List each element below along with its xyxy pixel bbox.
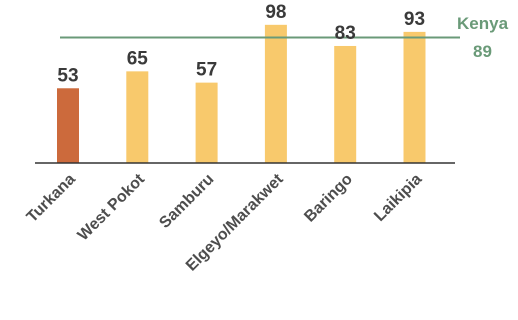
bar-baringo — [334, 45, 357, 163]
value-label: 57 — [196, 60, 217, 81]
value-label: 83 — [335, 23, 356, 44]
category-label: West Pokot — [75, 170, 149, 244]
category-label: Laikipia — [371, 171, 425, 225]
value-label: 98 — [265, 2, 286, 23]
bars-group — [57, 24, 426, 164]
value-label: 53 — [57, 65, 78, 86]
bar-turkana — [57, 88, 79, 163]
bar-elgeyo-marakwet — [264, 24, 287, 163]
category-label: Turkana — [24, 171, 79, 226]
value-label: 93 — [404, 9, 425, 30]
bar-west-pokot — [126, 71, 149, 163]
category-label: Baringo — [301, 171, 356, 226]
value-labels-group: 53 65 57 98 83 93 — [57, 2, 425, 86]
bar-samburu — [195, 82, 218, 163]
value-label: 65 — [127, 48, 149, 69]
reference-line-name: Kenya — [457, 14, 509, 33]
reference-line-value: 89 — [473, 42, 492, 61]
bar-laikipia — [403, 31, 426, 164]
category-label: Samburu — [156, 171, 217, 232]
